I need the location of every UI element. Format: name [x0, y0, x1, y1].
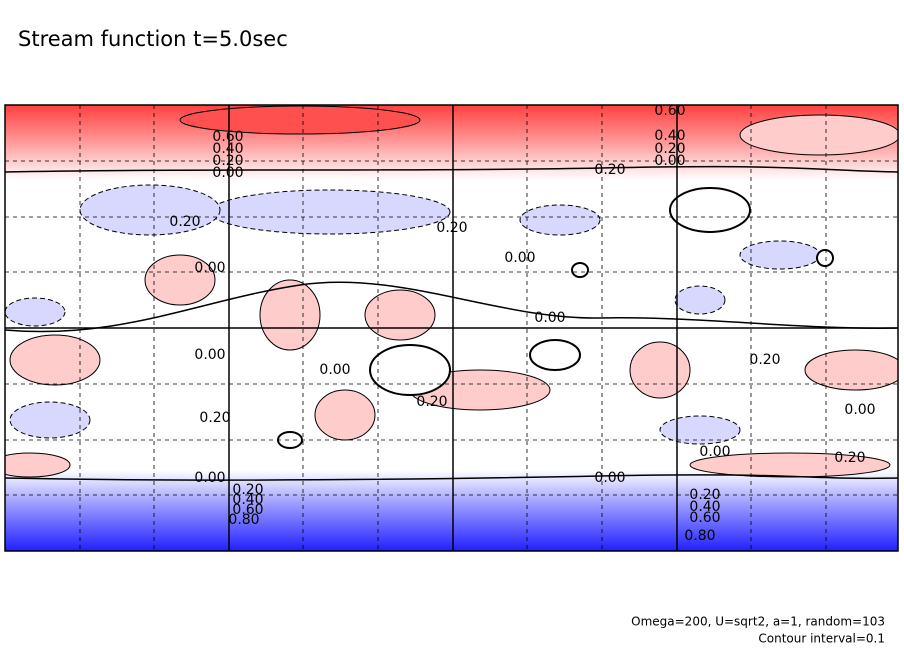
contour-label: 0.20 [169, 214, 200, 230]
chart-title: Stream function t=5.0sec [18, 27, 288, 51]
contour-label: 0.60 [654, 103, 685, 119]
contour-label: 0.80 [228, 512, 259, 528]
contour-label: 0.00 [594, 470, 625, 486]
contour-label: 0.80 [684, 528, 715, 544]
contour-label: 0.00 [194, 470, 225, 486]
contour-label: 0.40 [212, 141, 243, 157]
contour-label: 0.00 [212, 165, 243, 181]
contour-label: 0.40 [232, 492, 263, 508]
contour-label: 0.60 [689, 510, 720, 526]
contour-label: 0.00 [319, 362, 350, 378]
contour-label: 0.00 [844, 402, 875, 418]
contour-label: 0.00 [504, 250, 535, 266]
contour-label: 0.20 [416, 394, 447, 410]
contour-label: 0.60 [232, 502, 263, 518]
contour-label: 0.20 [654, 141, 685, 157]
contour-label: 0.20 [199, 410, 230, 426]
contour-labels: 0.600.400.200.000.600.400.200.00 0.200.20… [169, 103, 875, 544]
contour-label: 0.20 [689, 487, 720, 503]
contour-label: 0.20 [834, 450, 865, 466]
contour-label: 0.20 [749, 352, 780, 368]
contour-label: 0.20 [212, 153, 243, 169]
contour-label: 0.60 [212, 129, 243, 145]
note: Contour interval=0.1 [758, 632, 885, 646]
grid [4, 104, 899, 552]
contour-label: 0.00 [534, 310, 565, 326]
contour-label: 0.40 [689, 499, 720, 515]
contour-label: 0.20 [436, 220, 467, 236]
contour-label: 0.20 [594, 162, 625, 178]
contour-label: 0.40 [654, 128, 685, 144]
contour-label: 0.20 [232, 482, 263, 498]
contour-label: 0.00 [699, 444, 730, 460]
contour-label: 0.00 [194, 347, 225, 363]
contour-label: 0.00 [654, 153, 685, 169]
note: Omega=200, U=sqrt2, a=1, random=103 [631, 615, 885, 629]
contour-label: 0.00 [194, 260, 225, 276]
